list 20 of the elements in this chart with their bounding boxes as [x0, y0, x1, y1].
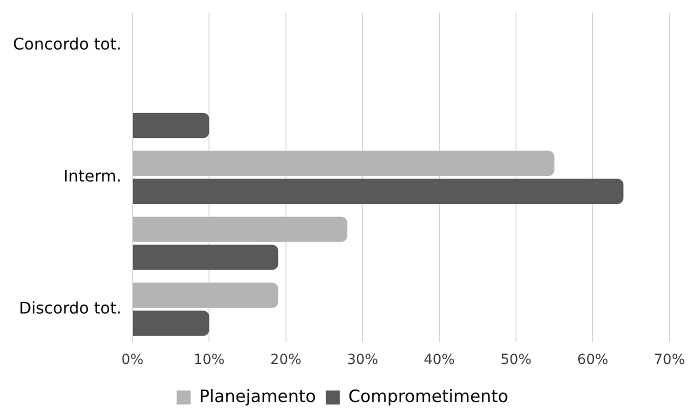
- bar: [132, 178, 624, 204]
- x-tick-label: 20%: [270, 352, 302, 368]
- x-tick-label: 50%: [500, 352, 532, 368]
- bar: [132, 150, 554, 176]
- x-tick-label: 70%: [654, 352, 686, 368]
- y-tick-label: Interm.: [63, 166, 122, 186]
- y-tick-label: Discordo tot.: [19, 298, 122, 318]
- bar: [132, 112, 210, 138]
- bar: [132, 310, 210, 336]
- x-tick-label: 10%: [194, 352, 225, 368]
- x-tick-label: 0%: [121, 352, 144, 368]
- x-tick-label: 40%: [424, 352, 455, 368]
- legend-label: Planejamento: [199, 386, 316, 407]
- bar: [132, 244, 278, 270]
- y-tick-label: Concordo tot.: [13, 34, 122, 54]
- legend-label: Comprometimento: [348, 386, 508, 407]
- bar: [132, 216, 348, 242]
- x-tick-label: 30%: [347, 352, 378, 368]
- x-tick-label: 60%: [577, 352, 608, 368]
- bar: [132, 282, 278, 308]
